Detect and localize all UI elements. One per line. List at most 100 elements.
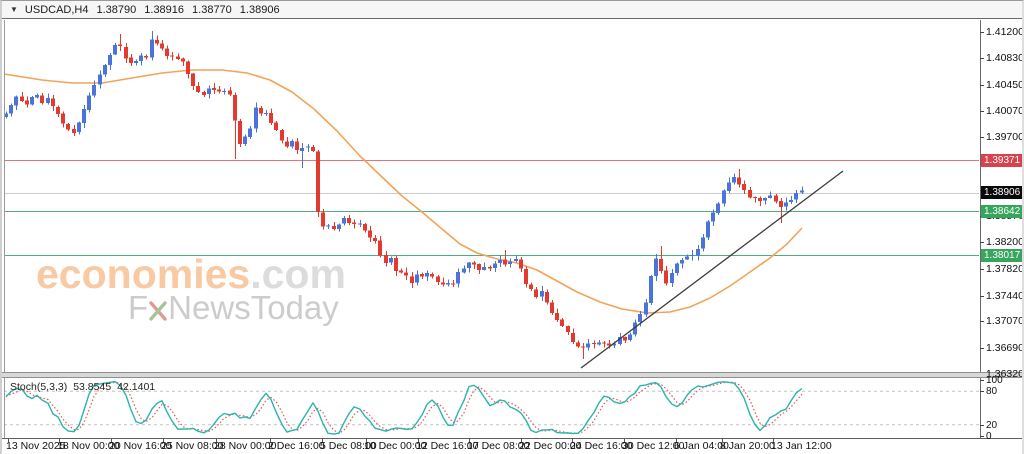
candle-wick (448, 279, 449, 287)
candle-body (25, 100, 29, 105)
time-axis-label: 17 Dec 08:00 (467, 440, 530, 452)
watermark-brand-line: economies.com (36, 253, 346, 295)
candle-body (264, 112, 268, 114)
candle-body (779, 200, 783, 207)
time-axis-label: 2 Dec 16:00 (268, 440, 325, 452)
candle-body (425, 273, 429, 277)
candle-body (680, 260, 684, 264)
candle-body (696, 249, 700, 256)
candle-body (207, 88, 211, 95)
candle-body (748, 190, 752, 198)
candle-body (722, 190, 726, 204)
candle-body (290, 141, 294, 147)
candle-body (269, 112, 273, 123)
candle-wick (484, 262, 485, 271)
candle-body (306, 146, 310, 148)
candle-body (628, 334, 632, 341)
candle-body (555, 312, 559, 320)
candle-body (363, 223, 367, 231)
candle-body (586, 343, 590, 348)
candle-body (113, 44, 117, 55)
candle-body (701, 237, 705, 249)
candle-body (248, 128, 252, 138)
candle-body (222, 91, 226, 93)
candle-wick (302, 143, 303, 168)
candle-body (794, 193, 798, 200)
quote-close: 1.38906 (239, 4, 280, 16)
stoch-main-line (5, 380, 803, 435)
candle-body (212, 87, 216, 91)
price-tick-label: 1.38200 (986, 236, 1024, 249)
candle-body (98, 74, 102, 85)
candle-body (576, 342, 580, 347)
stochastic-d-value: 42.1401 (117, 381, 156, 393)
candle-body (789, 199, 793, 202)
stoch-scale-label: 20 (986, 419, 998, 431)
candle-body (441, 282, 445, 285)
candle-body (592, 342, 596, 344)
candle-wick (594, 340, 595, 349)
chart-dropdown-icon[interactable]: ▼ (10, 5, 18, 14)
watermark-brand: economies (36, 251, 251, 297)
candle-body (358, 223, 362, 225)
indicator-panel-divider[interactable] (2, 372, 1022, 378)
candle-body (202, 92, 206, 95)
candle-body (508, 261, 512, 265)
time-axis[interactable]: 13 Nov 2025 18 Nov 00:00 20 Nov 16:00 25 No… (2, 439, 1022, 454)
candle-wick (474, 261, 475, 270)
candle-body (77, 122, 81, 133)
price-tick-label: 1.40070 (986, 105, 1024, 118)
time-axis-label: 30 Dec 12:00 (622, 440, 685, 452)
time-axis-label: 22 Dec 00:00 (519, 440, 582, 452)
time-axis-label: 10 Dec 00:00 (364, 440, 427, 452)
quote-open: 1.38790 (96, 4, 137, 16)
candle-body (46, 98, 50, 103)
candle-body (316, 151, 320, 212)
watermark-tagline-first: F (128, 289, 149, 326)
stochastic-indicator-label: Stoch(5,3,3) 53.8545 42.1401 (10, 381, 161, 393)
price-axis[interactable]: 1.41200 1.40830 1.40450 1.40070 1.39700 1.393… (981, 20, 1024, 442)
candle-wick (183, 57, 184, 66)
candle-body (623, 337, 627, 341)
candle-body (644, 302, 648, 315)
candle-body (274, 122, 278, 130)
candle-body (124, 46, 128, 59)
stochastic-name: Stoch(5,3,3) (10, 381, 68, 393)
candle-wick (120, 34, 121, 51)
candle-body (498, 260, 502, 264)
candle-body (280, 130, 284, 141)
price-tick-label: 1.41200 (986, 26, 1024, 38)
candle-body (352, 222, 356, 225)
candle-wick (755, 196, 756, 203)
time-axis-label: 24 Dec 16:00 (570, 440, 633, 452)
candle-body (467, 262, 471, 268)
quote-high: 1.38916 (144, 4, 185, 16)
time-axis-label: 6 Jan 04:00 (674, 440, 729, 452)
candle-body (410, 276, 414, 284)
price-badge: 1.39371 (981, 153, 1022, 167)
candle-body (311, 147, 315, 152)
candle-body (503, 259, 507, 265)
candle-body (30, 97, 34, 105)
candle-body (654, 258, 658, 277)
candle-body (72, 128, 76, 133)
candle-body (295, 141, 299, 150)
candle-body (420, 274, 424, 277)
candle-body (82, 109, 86, 123)
candle-body (534, 289, 538, 297)
candle-body (742, 184, 746, 190)
candle-body (191, 73, 195, 87)
candle-body (477, 264, 481, 270)
candle-body (332, 226, 336, 229)
candle-body (638, 314, 642, 322)
stoch-scale-label: 0 (986, 431, 992, 442)
candle-body (347, 217, 351, 224)
candle-body (40, 95, 44, 104)
candle-body (566, 326, 570, 333)
candle-body (784, 202, 788, 207)
time-axis-label: 13 Jan 12:00 (771, 440, 832, 452)
candle-body (321, 212, 325, 227)
candle-body (176, 56, 180, 59)
watermark-x-icon (149, 301, 167, 321)
